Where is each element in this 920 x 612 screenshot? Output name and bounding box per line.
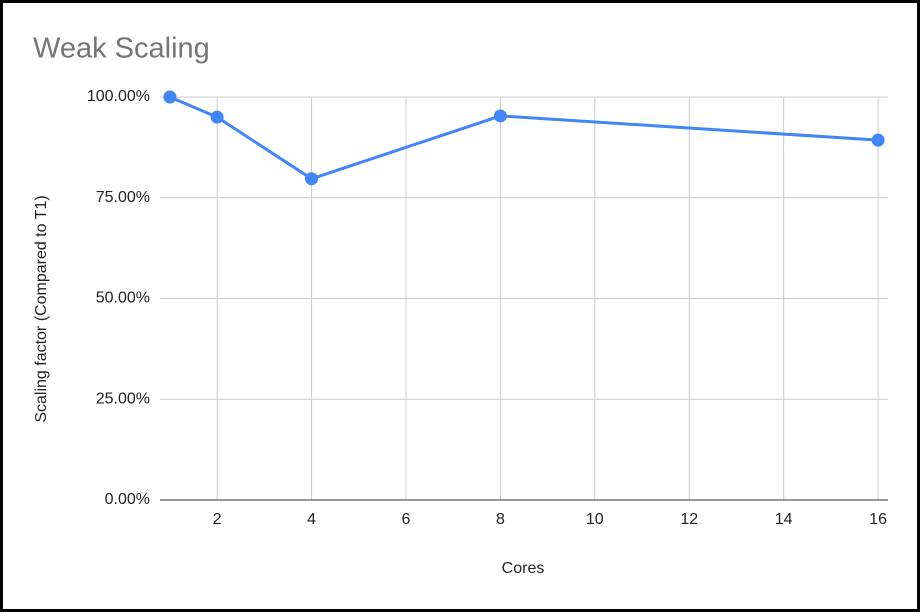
x-tick-label: 8 bbox=[496, 511, 505, 528]
y-tick-label: 100.00% bbox=[87, 88, 150, 105]
data-point bbox=[305, 172, 319, 186]
y-axis-label: Scaling factor (Compared to T1) bbox=[33, 195, 50, 422]
chart-title: Weak Scaling bbox=[33, 33, 210, 65]
x-tick-label: 2 bbox=[213, 511, 222, 528]
x-tick-label: 4 bbox=[307, 511, 316, 528]
x-tick-label: 10 bbox=[586, 511, 604, 528]
data-point bbox=[493, 109, 507, 123]
y-tick-label: 25.00% bbox=[96, 390, 150, 407]
y-tick-label: 50.00% bbox=[96, 290, 150, 307]
x-tick-label: 14 bbox=[775, 511, 793, 528]
x-axis-label: Cores bbox=[502, 560, 545, 577]
data-point bbox=[163, 90, 177, 104]
x-tick-label: 16 bbox=[869, 511, 887, 528]
data-point bbox=[210, 110, 224, 124]
y-tick-label: 0.00% bbox=[105, 491, 150, 508]
y-tick-label: 75.00% bbox=[96, 189, 150, 206]
data-point bbox=[871, 133, 885, 147]
x-tick-label: 12 bbox=[680, 511, 698, 528]
x-tick-label: 6 bbox=[402, 511, 411, 528]
